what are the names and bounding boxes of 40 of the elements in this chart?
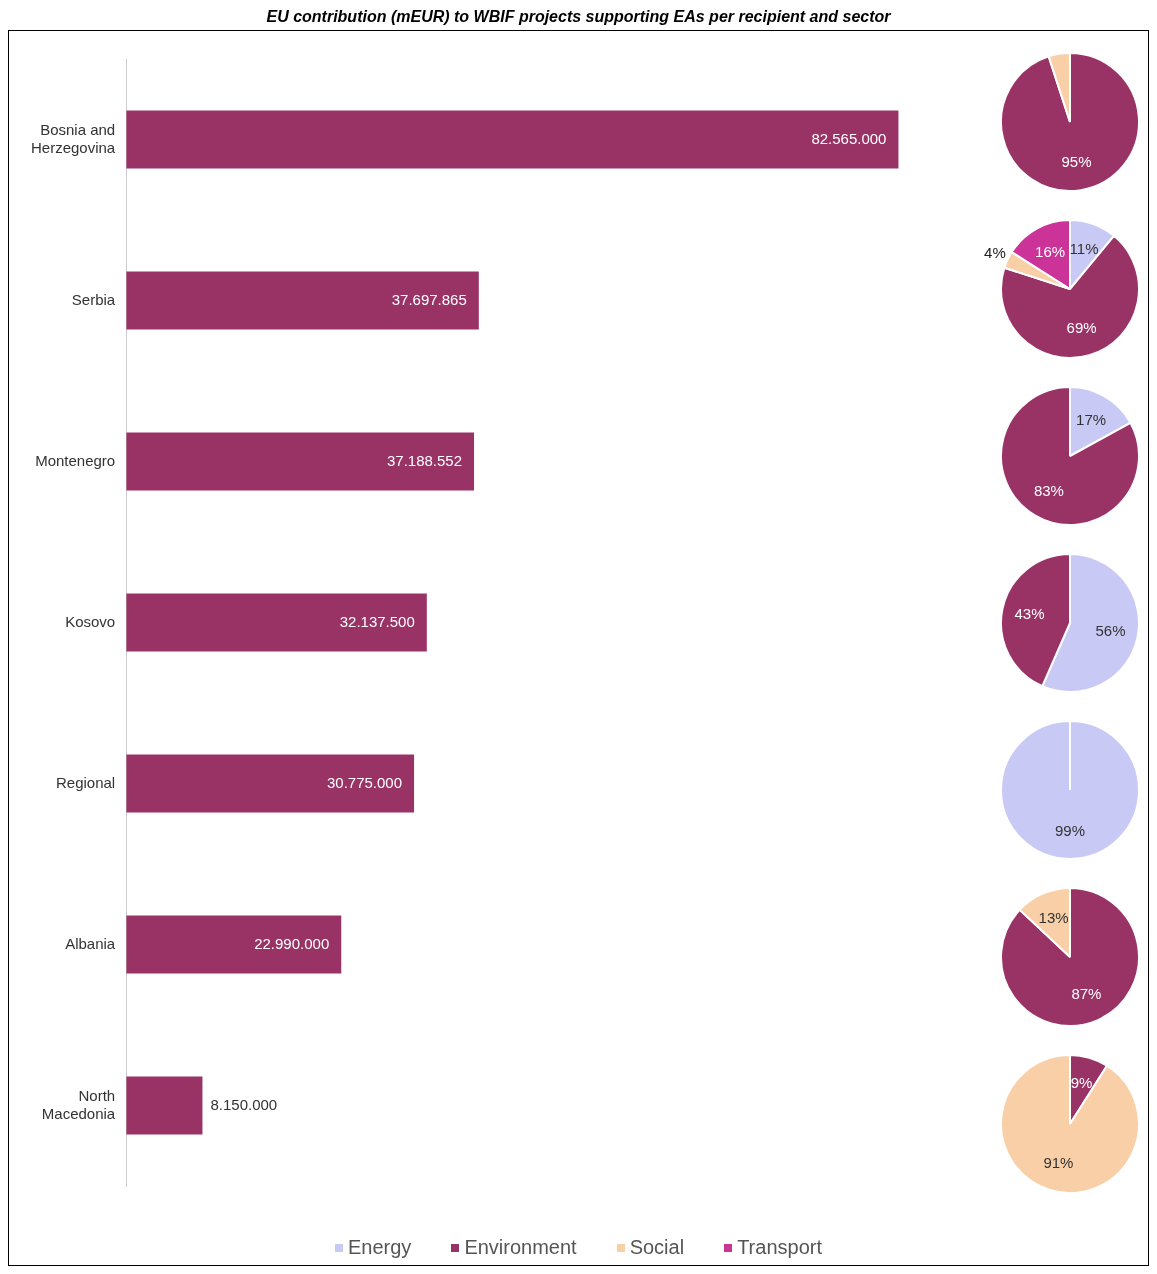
data-label: 91% <box>1043 1153 1074 1171</box>
data-label: 8.150.000 <box>210 1095 278 1113</box>
data-label: 43% <box>1014 604 1045 622</box>
legend-label: Social <box>628 1236 685 1259</box>
y-tick-label: Serbia <box>71 290 116 308</box>
bar <box>126 754 415 813</box>
data-label: 16% <box>1035 242 1066 260</box>
data-label: 32.137.500 <box>339 612 415 630</box>
data-label: 4% <box>984 243 1006 261</box>
data-label: 69% <box>1066 318 1097 336</box>
data-label: 82.565.000 <box>811 129 887 147</box>
data-label: 22.990.000 <box>254 934 330 952</box>
y-tick-label: Montenegro <box>35 451 116 469</box>
data-label: 13% <box>1038 909 1069 927</box>
data-label: 30.775.000 <box>326 773 403 791</box>
legend-label: Energy <box>347 1236 412 1259</box>
bar <box>126 1076 203 1135</box>
bar <box>126 915 342 974</box>
data-label: 99% <box>1054 821 1086 839</box>
legend-label: Environment <box>463 1236 577 1259</box>
legend-label: Transport <box>736 1236 822 1259</box>
data-label: 11% <box>1069 240 1099 258</box>
bar <box>126 432 475 491</box>
chart-title: EU contribution (mEUR) to WBIF projects supporting EAs per recipient and sector <box>265 8 892 27</box>
data-label: 37.697.865 <box>391 290 467 308</box>
bar <box>126 110 899 169</box>
data-label: 95% <box>1061 153 1092 171</box>
data-label: 17% <box>1076 410 1107 428</box>
bar <box>126 593 427 652</box>
bar <box>126 271 479 330</box>
y-tick-label: Kosovo <box>65 612 116 630</box>
data-label: 37.188.552 <box>386 451 463 469</box>
y-tick-label: Regional <box>56 773 116 791</box>
data-label: 83% <box>1033 481 1064 499</box>
y-tick-label: Albania <box>65 934 116 952</box>
y-tick-label: North Macedonia <box>41 1086 116 1122</box>
data-label: 56% <box>1095 621 1126 639</box>
data-label: 9% <box>1070 1074 1093 1092</box>
y-tick-label: Bosnia and Herzegovina <box>31 120 116 156</box>
data-label: 87% <box>1071 985 1102 1003</box>
